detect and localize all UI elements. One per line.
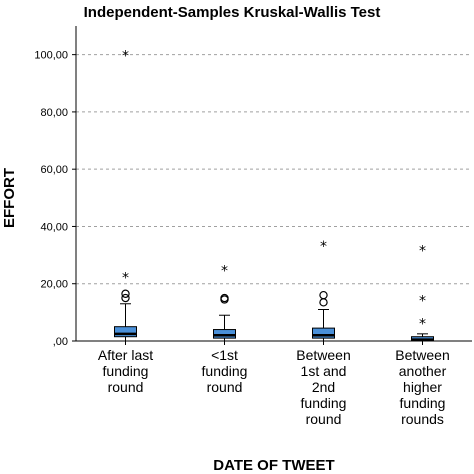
- x-category-label-line: funding: [400, 395, 446, 411]
- x-axis-title: DATE OF TWEET: [213, 457, 334, 474]
- y-tick-label: 20,00: [40, 279, 68, 291]
- x-category-label: After last funding round: [98, 347, 153, 395]
- outlier-circle: [319, 290, 328, 300]
- box: [213, 329, 236, 339]
- x-category-label-line: funding: [103, 363, 149, 379]
- outlier-circle: [220, 293, 229, 303]
- outlier-circle: [121, 293, 130, 303]
- x-category-label-line: rounds: [401, 411, 444, 427]
- x-category-label-line: Between: [395, 347, 449, 363]
- outlier-star: *: [419, 293, 426, 309]
- outlier-star: *: [221, 263, 228, 279]
- x-category-label-line: round: [306, 411, 342, 427]
- outlier-star: *: [320, 239, 327, 255]
- outlier-star: *: [419, 316, 426, 332]
- outlier-star: *: [122, 271, 129, 287]
- plot-area: ,00 20,00 40,00 60,00 80,00 100,00 * * After las…: [34, 26, 472, 427]
- outlier-star: *: [122, 49, 129, 65]
- box: [312, 327, 335, 339]
- y-tick-label: 60,00: [40, 164, 68, 176]
- x-category-label-line: round: [108, 379, 144, 395]
- box: [114, 326, 137, 338]
- x-category-label-line: Between: [296, 347, 350, 363]
- outlier-circle: [319, 298, 328, 307]
- outlier-star: *: [419, 243, 426, 259]
- y-tick-label: 40,00: [40, 221, 68, 233]
- y-tick-label: 80,00: [40, 107, 68, 119]
- x-category-label-line: 2nd: [312, 379, 335, 395]
- y-tick-label: 100,00: [34, 50, 68, 62]
- outlier-circle: [121, 289, 130, 298]
- y-tick-label: ,00: [53, 336, 68, 348]
- x-category-label-line: funding: [202, 363, 248, 379]
- x-category-label: Between another higher funding rounds: [395, 347, 449, 427]
- x-category-label-line: 1st and: [301, 363, 347, 379]
- y-axis-title: EFFORT: [1, 168, 18, 228]
- x-category-label-line: funding: [301, 395, 347, 411]
- x-category-label-line: another: [399, 363, 447, 379]
- x-category-label: <1st funding round: [202, 347, 248, 395]
- x-category-label-line: round: [207, 379, 243, 395]
- x-category-label-line: higher: [403, 379, 442, 395]
- x-category-label: Between 1st and 2nd funding round: [296, 347, 350, 427]
- x-category-label-line: After last: [98, 347, 153, 363]
- x-category-label-line: <1st: [211, 347, 238, 363]
- chart-title: Independent-Samples Kruskal-Wallis Test: [84, 4, 381, 21]
